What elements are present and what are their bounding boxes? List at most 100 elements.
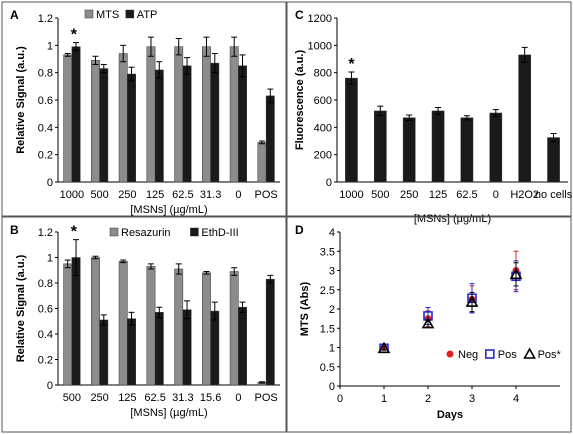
bar <box>154 312 164 386</box>
legend-label: Pos <box>498 349 517 361</box>
x-tick-label: 500 <box>371 189 389 201</box>
bar <box>99 68 109 183</box>
legend-label: Resazurin <box>121 227 171 239</box>
panel-a: A 0 0.2 0.4 0.6 0.8 1 1.2 Relative Signal (a.u.)… <box>1 1 287 217</box>
x-tick-label: 250 <box>118 189 136 201</box>
data-point <box>377 341 391 354</box>
panel-label: B <box>10 223 19 237</box>
bar <box>182 309 192 386</box>
x-tick-label: 125 <box>146 189 164 201</box>
data-point <box>465 295 479 307</box>
y-tick-label: 3 <box>329 266 335 278</box>
legend-label: Neg <box>458 349 478 361</box>
bar <box>229 46 239 183</box>
legend-label: MTS <box>96 9 119 21</box>
x-tick-label: 1 <box>381 393 387 405</box>
x-tick-label: 31.3 <box>200 189 221 201</box>
y-axis-label: Relative Signal (a.u.) <box>15 254 27 362</box>
legend-label: ATP <box>137 9 158 21</box>
legend-marker <box>523 347 536 359</box>
x-tick-label: 0 <box>493 189 499 201</box>
bar <box>210 310 220 386</box>
bar <box>118 53 128 183</box>
x-tick-label: 1000 <box>60 189 84 201</box>
y-tick-label: 1 <box>47 40 53 52</box>
bar <box>174 268 184 386</box>
panel-border <box>286 216 572 433</box>
y-tick-label: 3.5 <box>320 246 335 258</box>
y-tick-label: 1.2 <box>38 13 53 25</box>
bar <box>210 62 220 183</box>
x-tick-label: 62.5 <box>456 189 477 201</box>
bar <box>202 272 211 386</box>
legend-swatch <box>84 9 94 19</box>
x-tick-label: 62.5 <box>144 392 165 404</box>
legend-label: Pos* <box>538 349 562 361</box>
bar <box>63 263 73 386</box>
x-axis-label: [MSNs] (µg/mL) <box>130 407 207 419</box>
panel-label: D <box>295 223 304 237</box>
y-tick-label: 2.5 <box>320 285 335 297</box>
legend-marker <box>484 349 495 359</box>
legend-swatch <box>125 9 135 19</box>
x-tick-label: no cells <box>535 189 573 201</box>
y-tick-label: 600 <box>314 95 332 107</box>
y-tick-label: 0.5 <box>320 362 335 374</box>
x-axis-label: [MSNs] (µg/mL) <box>130 204 207 216</box>
bar <box>238 65 247 183</box>
x-tick-label: 250 <box>90 392 108 404</box>
x-tick-label: 4 <box>513 393 519 405</box>
x-tick-label: 2 <box>425 393 431 405</box>
legend-swatch <box>190 227 199 237</box>
bar <box>63 54 73 183</box>
bar <box>402 117 416 183</box>
y-tick-label: 0.8 <box>38 278 53 290</box>
y-tick-label: 0 <box>326 177 332 189</box>
bar <box>518 54 532 183</box>
bar <box>71 257 81 386</box>
y-tick-label: 1200 <box>308 13 332 25</box>
significance-star: * <box>348 56 355 73</box>
bar <box>146 266 156 386</box>
bar <box>460 117 474 183</box>
y-tick-label: 0.4 <box>38 122 53 134</box>
x-tick-label: 0 <box>337 393 343 405</box>
y-tick-label: 0.6 <box>38 95 53 107</box>
bar <box>345 77 358 183</box>
bar <box>257 142 267 183</box>
y-tick-label: 0.2 <box>38 150 53 162</box>
y-tick-label: 1.5 <box>320 323 335 335</box>
bar <box>174 46 184 183</box>
panel-b: B 0 0.2 0.4 0.6 0.8 1 1.2 Relative Signal (a.u.)… <box>1 216 287 433</box>
x-tick-label: 3 <box>469 393 475 405</box>
significance-star: * <box>71 27 78 44</box>
y-axis-label: Fluorescence (a.u.) <box>294 50 306 151</box>
y-tick-label: 1000 <box>308 40 332 52</box>
bar <box>265 95 275 183</box>
y-tick-label: 2 <box>329 304 335 316</box>
panel-c: C 0 200 400 600 800 1000 1200 Fluorescence (a.u.… <box>286 1 573 225</box>
bar <box>146 46 156 183</box>
panel-border <box>1 1 287 217</box>
y-tick-label: 0 <box>47 380 53 392</box>
bar <box>182 65 192 183</box>
x-tick-label: 0 <box>235 189 241 201</box>
y-tick-label: 200 <box>314 150 332 162</box>
y-tick-label: 0 <box>329 381 335 393</box>
bar <box>127 73 136 183</box>
x-tick-label: H2O2 <box>510 189 539 201</box>
y-axis-label: MTS (Abs) <box>299 281 311 336</box>
data-point <box>421 316 435 329</box>
bar <box>373 110 387 183</box>
significance-star: * <box>71 224 78 241</box>
y-tick-label: 1 <box>47 253 53 265</box>
x-tick-label: 62.5 <box>172 189 193 201</box>
bar <box>489 112 503 183</box>
bar <box>431 110 445 183</box>
bar <box>118 261 128 386</box>
legend-marker <box>446 350 454 358</box>
bar <box>547 137 560 183</box>
x-axis-label: [MSNs] (µg/mL) <box>414 213 491 225</box>
x-tick-label: 31.3 <box>172 392 193 404</box>
